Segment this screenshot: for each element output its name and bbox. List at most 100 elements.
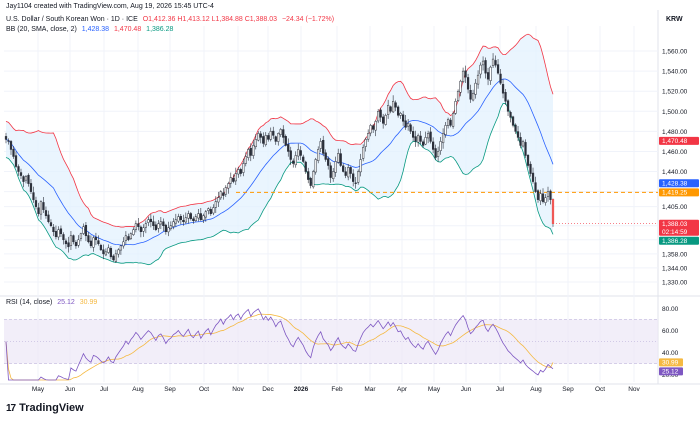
- candle: [212, 207, 215, 214]
- candle: [177, 216, 180, 222]
- candle: [69, 235, 73, 246]
- price-label-text: 1,470.48: [662, 138, 688, 145]
- candle: [267, 135, 270, 140]
- candle: [44, 210, 48, 216]
- candle: [52, 226, 55, 233]
- rsi-value-badge: [659, 367, 683, 376]
- rsi-ma-line: [5, 313, 554, 381]
- y-tick-label: 1,358.00: [662, 251, 688, 258]
- candle: [441, 133, 445, 144]
- candle: [92, 237, 95, 248]
- candle: [247, 149, 250, 158]
- candle: [439, 141, 442, 151]
- candle: [19, 172, 23, 176]
- candle: [357, 171, 360, 183]
- x-tick-label: May: [32, 386, 45, 393]
- candle: [384, 115, 387, 125]
- candle: [461, 70, 465, 82]
- x-tick-label: Mar: [364, 386, 376, 393]
- x-tick-label: Nov: [232, 386, 244, 393]
- candle: [322, 139, 325, 154]
- candle: [304, 161, 307, 172]
- candle: [541, 193, 545, 202]
- tradingview-logo-text: TradingView: [19, 402, 84, 414]
- candle: [486, 72, 490, 80]
- candle: [491, 58, 495, 66]
- x-tick-label: Jun: [461, 386, 472, 393]
- candle: [524, 142, 527, 156]
- candle: [207, 208, 210, 211]
- candle: [34, 200, 38, 207]
- x-tick-label: Dec: [262, 386, 274, 393]
- x-tick-label: May: [428, 386, 441, 393]
- candle: [137, 223, 140, 227]
- y-tick-label: 1,540.00: [662, 69, 688, 76]
- candle: [74, 241, 78, 247]
- candle: [349, 167, 352, 174]
- candle: [407, 123, 410, 127]
- x-tick-label: Jul: [496, 386, 505, 393]
- candle: [531, 172, 535, 182]
- candle: [436, 151, 440, 157]
- candle: [342, 165, 345, 172]
- candle: [264, 135, 267, 146]
- candle: [367, 133, 370, 140]
- candle: [274, 136, 277, 142]
- candle: [369, 125, 372, 134]
- price-label-text: 1,419.25: [662, 190, 688, 197]
- candle: [227, 183, 230, 189]
- candle: [12, 148, 15, 157]
- candle: [72, 235, 75, 243]
- candle: [214, 201, 217, 208]
- x-tick-label: Sep: [562, 386, 574, 393]
- candle: [474, 82, 477, 95]
- candle: [39, 201, 43, 215]
- price-label-text: 1,386.28: [662, 238, 688, 245]
- candle: [229, 177, 232, 184]
- candle: [202, 215, 205, 221]
- candle: [446, 119, 450, 126]
- candle: [184, 217, 187, 223]
- ohlc-values: O1,412.36 H1,413.12 L1,384.88 C1,388.03: [142, 16, 277, 23]
- candle: [414, 136, 417, 142]
- candle: [324, 152, 327, 160]
- rsi-value-text: 30.99: [662, 360, 679, 367]
- candle: [317, 149, 320, 161]
- candle: [232, 177, 235, 182]
- candle: [501, 84, 505, 94]
- candle: [172, 221, 175, 227]
- y-tick-label: 1,560.00: [662, 49, 688, 56]
- candle: [312, 171, 315, 188]
- candle: [389, 106, 392, 112]
- x-tick-label: Aug: [530, 386, 542, 393]
- candle: [387, 105, 390, 115]
- candle: [382, 116, 385, 124]
- candle: [99, 244, 103, 251]
- candle: [164, 224, 167, 233]
- price-label-badge: [659, 179, 699, 188]
- candle: [157, 223, 160, 229]
- price-label-text: 1,388.03: [662, 221, 688, 228]
- y-tick-label: 1,344.00: [662, 265, 688, 272]
- x-tick-label: Jun: [65, 386, 76, 393]
- candle: [4, 136, 8, 140]
- candle: [292, 160, 295, 164]
- candle: [59, 228, 63, 235]
- candle: [526, 154, 530, 166]
- tradingview-logo[interactable]: 17 TradingView: [6, 402, 84, 414]
- candle: [546, 191, 550, 197]
- candle: [249, 147, 252, 156]
- candle: [257, 133, 260, 141]
- candle: [192, 218, 195, 221]
- candle: [219, 191, 222, 199]
- y-tick-label: 1,460.00: [662, 149, 688, 156]
- bb-lower-line: [5, 103, 554, 266]
- candle: [352, 173, 355, 182]
- candle: [364, 139, 367, 147]
- candle: [209, 209, 212, 214]
- candle: [496, 64, 500, 74]
- candle: [139, 226, 143, 233]
- candle: [509, 112, 512, 118]
- candle: [217, 197, 220, 203]
